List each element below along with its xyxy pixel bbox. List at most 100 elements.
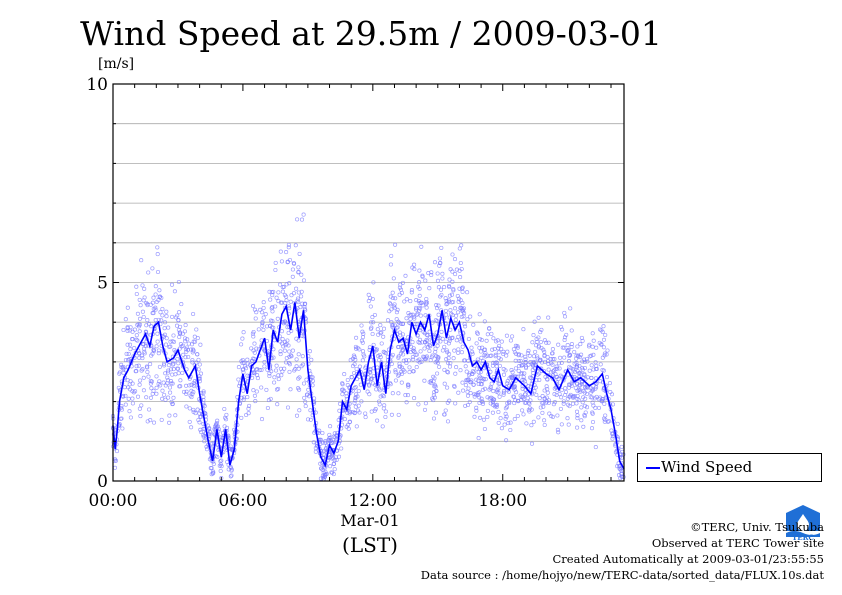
scatter-point — [562, 337, 567, 343]
scatter-point — [153, 284, 158, 289]
scatter-point — [264, 387, 269, 392]
scatter-point — [533, 385, 538, 390]
scatter-point — [344, 394, 349, 399]
scatter-point — [401, 352, 406, 357]
scatter-point — [128, 387, 133, 392]
scatter-point — [565, 416, 570, 421]
scatter-point — [251, 329, 256, 335]
scatter-point — [145, 318, 150, 323]
scatter-point — [150, 300, 155, 305]
scatter-point — [126, 396, 131, 401]
scatter-point — [442, 344, 447, 349]
scatter-point — [504, 353, 509, 358]
scatter-point — [478, 415, 483, 420]
scatter-point — [476, 370, 481, 375]
scatter-point — [471, 382, 476, 387]
scatter-point — [126, 351, 131, 356]
scatter-point — [435, 278, 441, 283]
scatter-point — [424, 305, 429, 310]
scatter-point — [400, 321, 405, 326]
scatter-point — [155, 269, 161, 275]
scatter-point — [619, 444, 624, 449]
scatter-point — [202, 433, 207, 438]
scatter-point — [455, 310, 461, 315]
scatter-point — [236, 377, 241, 382]
scatter-point — [494, 403, 499, 408]
scatter-point — [154, 344, 159, 349]
scatter-point — [286, 330, 291, 335]
scatter-point — [369, 320, 374, 325]
scatter-point — [157, 294, 163, 299]
scatter-point — [294, 364, 299, 369]
scatter-point — [411, 346, 416, 351]
scatter-point — [127, 409, 132, 414]
scatter-point — [465, 402, 471, 408]
scatter-point — [211, 431, 216, 436]
scatter-point — [579, 372, 584, 377]
scatter-point — [144, 323, 149, 328]
scatter-point — [301, 212, 306, 217]
scatter-point — [451, 299, 456, 305]
scatter-point — [400, 332, 405, 337]
scatter-point — [168, 390, 173, 395]
scatter-point — [465, 393, 471, 398]
scatter-point — [322, 472, 327, 477]
scatter-point — [405, 393, 411, 398]
scatter-point — [520, 371, 525, 376]
scatter-point — [160, 306, 165, 312]
scatter-point — [491, 389, 496, 394]
scatter-point — [435, 271, 440, 276]
scatter-point — [251, 356, 256, 361]
scatter-point — [605, 348, 610, 353]
scatter-point — [521, 412, 526, 417]
scatter-point — [306, 387, 311, 392]
scatter-point — [440, 348, 445, 353]
scatter-point — [443, 339, 448, 344]
scatter-point — [388, 294, 393, 299]
scatter-point — [534, 336, 539, 342]
scatter-point — [353, 357, 358, 362]
scatter-point — [438, 287, 444, 292]
scatter-point — [272, 375, 277, 380]
scatter-point — [531, 419, 536, 424]
scatter-point — [166, 363, 172, 368]
scatter-point — [366, 292, 371, 297]
scatter-point — [446, 299, 451, 304]
scatter-point — [444, 348, 449, 353]
wind-speed-series-line — [112, 302, 625, 470]
scatter-point — [163, 397, 168, 402]
scatter-point — [546, 361, 551, 366]
scatter-point — [479, 396, 484, 401]
scatter-point — [383, 409, 388, 414]
scatter-point — [211, 469, 216, 474]
scatter-point — [448, 267, 453, 272]
scatter-point — [167, 413, 172, 418]
scatter-point — [268, 297, 273, 302]
scatter-point — [488, 386, 493, 391]
scatter-point — [158, 383, 163, 388]
scatter-point — [582, 414, 587, 419]
scatter-point — [580, 367, 585, 372]
scatter-point — [472, 414, 477, 419]
scatter-point — [138, 378, 143, 383]
scatter-point — [466, 386, 471, 391]
scatter-point — [496, 381, 501, 386]
scatter-point — [271, 325, 276, 330]
scatter-point — [265, 405, 270, 411]
legend-label: Wind Speed — [661, 458, 753, 476]
scatter-point — [562, 335, 568, 340]
chart-title: Wind Speed at 29.5m / 2009-03-01 — [80, 14, 662, 53]
scatter-point — [352, 400, 357, 406]
scatter-point — [273, 260, 278, 265]
scatter-point — [576, 353, 581, 358]
scatter-point — [549, 361, 554, 366]
scatter-point — [526, 384, 531, 389]
scatter-point — [423, 278, 428, 283]
scatter-point — [382, 403, 387, 408]
grid-lines — [113, 123, 624, 442]
scatter-point — [553, 372, 558, 377]
scatter-point — [454, 267, 459, 272]
scatter-point — [284, 250, 289, 255]
scatter-point — [142, 286, 147, 291]
